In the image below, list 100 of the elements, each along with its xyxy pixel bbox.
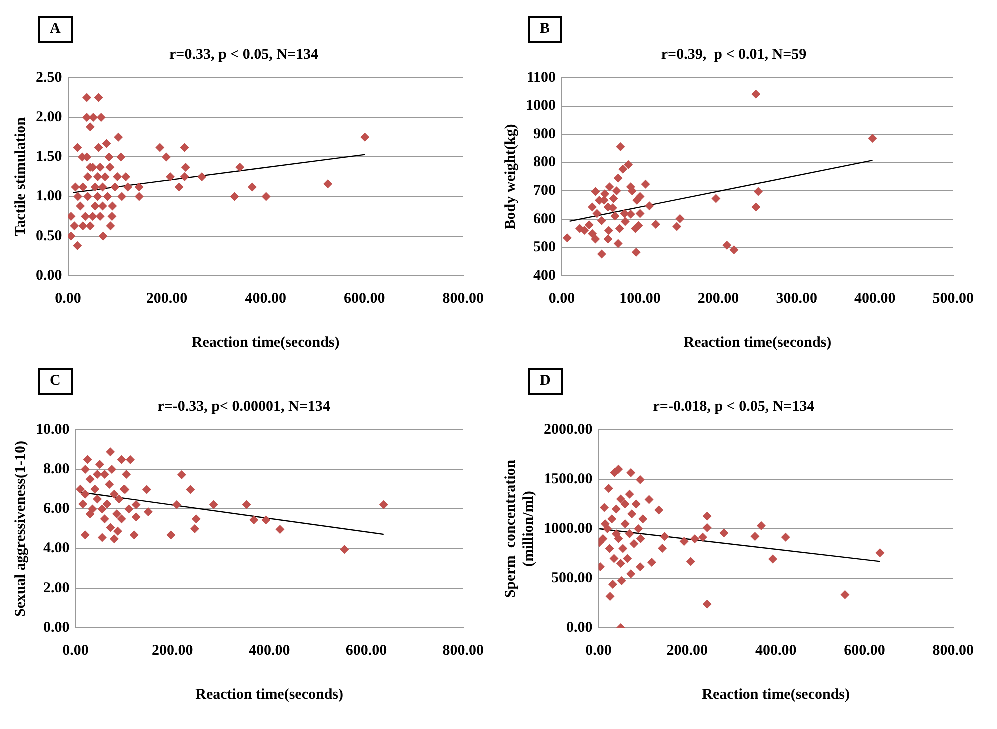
point	[612, 529, 621, 538]
point	[730, 245, 739, 254]
point	[209, 500, 218, 510]
point	[83, 455, 92, 464]
y-axis-title: Sperm concentration (million/ml)	[502, 459, 537, 598]
point	[172, 500, 182, 510]
point	[641, 180, 650, 189]
point	[634, 524, 644, 534]
point	[242, 500, 252, 510]
point	[591, 234, 600, 244]
point	[702, 523, 712, 532]
x-tick-label: 500.00	[932, 290, 974, 307]
x-tick-label: 0.00	[55, 290, 82, 307]
point	[600, 503, 610, 512]
point	[598, 534, 608, 544]
point	[110, 490, 120, 499]
point	[618, 544, 628, 554]
point	[720, 528, 729, 538]
point	[620, 209, 630, 218]
point	[105, 480, 114, 489]
point	[651, 220, 660, 230]
point	[625, 529, 634, 538]
y-tick-label: 0.00	[566, 620, 593, 636]
point	[588, 202, 598, 212]
y-tick-label: 2.50	[36, 70, 62, 86]
point	[113, 526, 122, 536]
x-tick-label: 200.00	[146, 290, 188, 307]
point	[78, 500, 88, 509]
point	[868, 134, 878, 144]
point	[630, 539, 639, 548]
point	[672, 222, 682, 232]
text: A	[38, 16, 73, 43]
point	[632, 248, 641, 258]
point	[100, 514, 110, 524]
x-tick-label: 800.00	[932, 642, 974, 659]
point	[617, 576, 626, 586]
point	[108, 465, 117, 474]
y-tick-label: 4.00	[44, 540, 70, 557]
point	[106, 448, 116, 457]
y-tick-label: 8.00	[44, 461, 70, 478]
point	[620, 217, 630, 226]
point	[612, 186, 622, 196]
point	[638, 514, 648, 524]
point	[604, 226, 614, 236]
point	[647, 558, 656, 567]
point	[80, 490, 90, 499]
y-axis-title: Tactile stimulation	[12, 116, 29, 237]
y-tick-label: 500	[534, 240, 556, 256]
point	[93, 470, 102, 480]
x-tick-label: 400.00	[755, 642, 797, 659]
point	[756, 521, 766, 530]
point	[615, 224, 624, 234]
point	[112, 510, 122, 519]
y-tick-label: 800	[534, 154, 556, 171]
y-tick-label: 1.50	[36, 149, 62, 166]
point	[676, 214, 685, 224]
point	[636, 534, 646, 544]
x-axis-title: Reaction time(seconds)	[702, 686, 850, 703]
x-tick-label: 200.00	[152, 642, 194, 659]
point	[686, 557, 696, 566]
point	[623, 554, 632, 564]
point	[876, 548, 885, 558]
point	[698, 532, 708, 542]
point	[702, 600, 712, 609]
point	[660, 532, 670, 542]
x-tick-label: 400.00	[854, 290, 896, 307]
point	[186, 485, 196, 494]
text: C	[38, 368, 73, 395]
point	[90, 484, 100, 494]
text: B	[528, 16, 562, 43]
x-tick-label: 0.00	[586, 642, 612, 659]
point	[781, 532, 790, 542]
point	[80, 465, 90, 474]
point	[624, 160, 634, 170]
point	[754, 187, 763, 196]
point	[608, 580, 618, 589]
point	[752, 90, 761, 99]
point	[609, 194, 618, 204]
y-tick-label: 0.00	[36, 268, 62, 284]
point	[625, 490, 634, 499]
x-tick-label: 800.00	[442, 642, 484, 659]
point	[680, 537, 689, 546]
point	[80, 530, 90, 540]
point	[76, 484, 86, 494]
point	[632, 500, 641, 509]
x-tick-label: 600.00	[344, 290, 386, 307]
point	[610, 554, 619, 564]
y-tick-label: 2.00	[36, 109, 62, 126]
point	[605, 544, 614, 554]
chart-title: r=-0.33, p< 0.00001, N=134	[158, 398, 331, 415]
point	[597, 250, 606, 259]
point	[562, 234, 572, 243]
point	[98, 533, 107, 542]
point	[636, 562, 645, 572]
point	[645, 202, 654, 211]
point	[106, 523, 116, 532]
point	[702, 512, 712, 521]
chart-title: r=0.33, p < 0.05, N=134	[170, 46, 319, 63]
y-tick-label: 2.00	[44, 580, 70, 596]
y-tick-label: 6.00	[44, 501, 70, 518]
